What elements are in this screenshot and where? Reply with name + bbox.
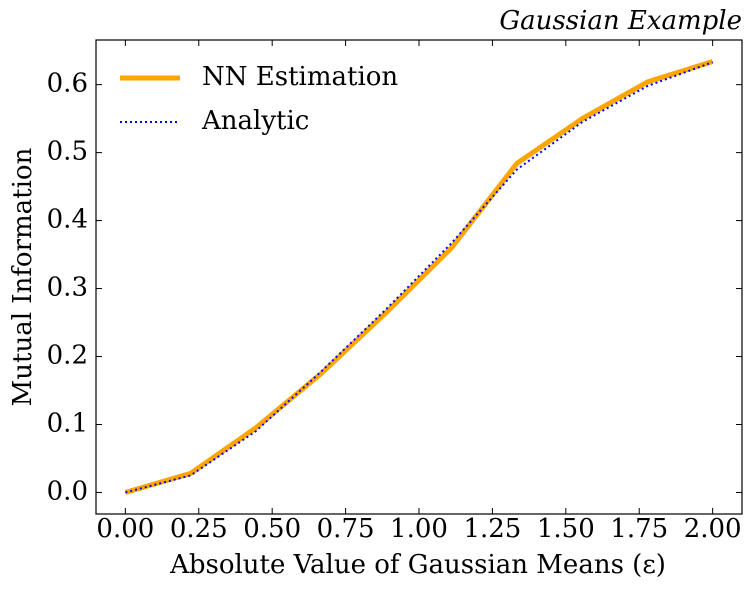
legend-label: Analytic: [201, 106, 309, 136]
x-tick-label: 1.25: [463, 514, 521, 544]
line: [124, 59, 714, 495]
x-axis-label: Absolute Value of Gaussian Means (ε): [169, 550, 666, 580]
y-axis-label: Mutual Information: [8, 147, 38, 406]
y-tick-label: 0.0: [47, 476, 88, 506]
y-tick-label: 0.5: [47, 137, 88, 167]
x-tick-label: 0.50: [243, 514, 301, 544]
y-tick-label: 0.6: [47, 69, 88, 99]
x-tick-label: 0.75: [317, 514, 375, 544]
y-tick-label: 0.3: [47, 273, 88, 303]
y-tick-label: 0.2: [47, 341, 88, 371]
x-tick-label: 1.00: [390, 514, 448, 544]
x-tick-label: 0.00: [96, 514, 154, 544]
x-tick-label: 1.75: [610, 514, 668, 544]
x-tick-label: 2.00: [684, 514, 742, 544]
y-tick-label: 0.1: [47, 408, 88, 438]
x-tick-label: 0.25: [170, 514, 228, 544]
chart-title: Gaussian Example: [499, 6, 742, 36]
line: [125, 61, 713, 494]
x-tick-label: 1.50: [537, 514, 595, 544]
y-tick-label: 0.4: [47, 205, 88, 235]
legend-label: NN Estimation: [202, 62, 398, 92]
